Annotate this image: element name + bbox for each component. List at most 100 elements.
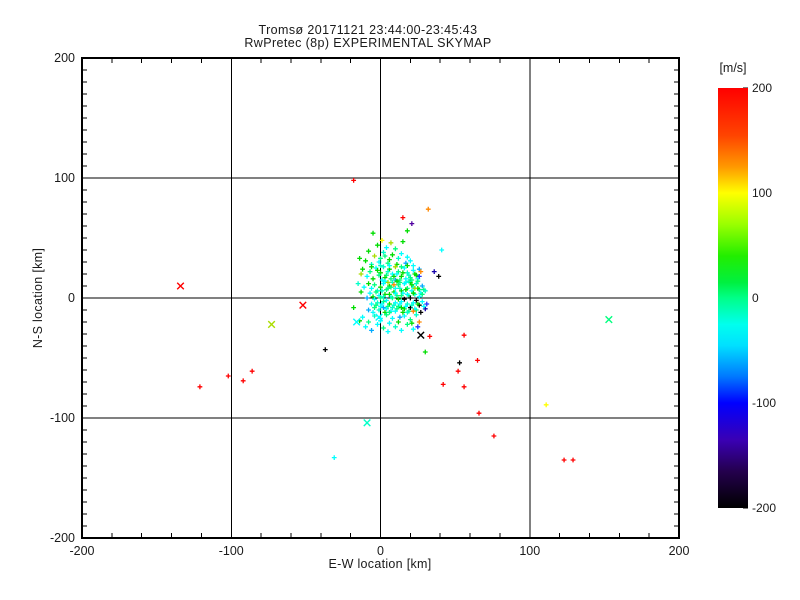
data-point-plus (393, 324, 398, 330)
data-point-plus (376, 272, 382, 278)
x-tick-label: 100 (519, 544, 540, 558)
data-point-plus (382, 278, 388, 284)
data-point-plus (331, 455, 337, 460)
data-point-plus (410, 326, 416, 332)
data-point-plus (397, 280, 403, 285)
data-point-plus (391, 274, 397, 279)
data-point-plus (394, 271, 400, 277)
data-point-plus (410, 308, 416, 314)
colorbar-tick-label: 0 (752, 291, 759, 305)
data-point-plus (398, 328, 404, 333)
data-point-plus (393, 308, 398, 314)
data-point-plus (351, 178, 357, 183)
data-point-plus (370, 276, 376, 282)
data-point-plus (475, 358, 480, 363)
data-point-plus (424, 301, 430, 307)
data-point-plus (419, 292, 425, 297)
data-point-plus (366, 307, 371, 313)
data-point-plus (373, 302, 379, 308)
data-point-plus (401, 313, 407, 319)
data-point-plus (381, 305, 386, 310)
data-point-plus (376, 307, 382, 313)
data-point-plus (378, 263, 383, 268)
data-point-plus (407, 317, 413, 322)
data-point-plus (369, 301, 374, 307)
y-tick-label: 100 (54, 171, 75, 185)
data-point-plus (393, 286, 398, 291)
data-point-plus (407, 258, 413, 264)
data-point-plus (387, 292, 392, 297)
data-point-plus (379, 277, 385, 283)
data-point-plus (378, 295, 383, 301)
data-point-plus (391, 302, 397, 308)
data-point-plus (431, 269, 437, 274)
data-point-plus (197, 384, 203, 390)
data-point-plus (355, 281, 361, 286)
data-point-plus (407, 295, 413, 301)
data-point-plus (410, 263, 416, 268)
data-point-cross (363, 419, 371, 427)
data-point-plus (415, 278, 421, 284)
data-point-plus (398, 293, 404, 298)
y-tick-label: -100 (50, 411, 75, 425)
data-point-plus (384, 312, 389, 318)
data-point-plus (410, 290, 416, 296)
colorbar-tick-label: -200 (752, 501, 777, 515)
data-point-plus (400, 215, 406, 220)
data-point-plus (440, 382, 446, 387)
data-point-plus (543, 402, 549, 408)
data-point-plus (387, 310, 392, 315)
data-point-plus (491, 433, 497, 439)
data-point-plus (422, 288, 428, 294)
data-point-plus (409, 320, 415, 326)
data-point-plus (416, 294, 422, 300)
data-point-plus (360, 314, 365, 320)
data-point-plus (381, 294, 386, 300)
colorbar-unit-label: [m/s] (719, 61, 747, 75)
data-point-plus (403, 304, 409, 309)
data-point-plus (416, 274, 422, 279)
data-point-plus (561, 457, 567, 463)
colorbar-tick-label: -100 (752, 396, 777, 410)
data-point-plus (351, 305, 357, 310)
data-point-plus (366, 281, 371, 286)
data-point-plus (390, 316, 395, 321)
data-point-plus (413, 298, 419, 303)
data-point-plus (404, 254, 410, 260)
data-point-plus (404, 292, 410, 297)
chart-title: Tromsø 20171121 23:44:00-23:45:43 (258, 23, 478, 37)
data-point-plus (372, 296, 377, 302)
x-axis-label: E-W location [km] (328, 557, 432, 571)
data-point-cross (176, 282, 185, 290)
data-point-plus (378, 256, 383, 261)
y-tick-label: 200 (54, 51, 75, 65)
data-point-cross (375, 313, 383, 321)
data-point-plus (385, 280, 391, 285)
data-point-plus (372, 282, 377, 288)
data-point-plus (396, 319, 401, 325)
data-point-plus (401, 265, 407, 271)
data-point-plus (439, 247, 445, 253)
data-point-plus (372, 313, 377, 319)
data-point-plus (388, 284, 394, 290)
data-point-plus (412, 271, 418, 277)
data-point-plus (457, 360, 463, 366)
colorbar-tick-label: 200 (752, 81, 773, 95)
data-point-plus (378, 284, 383, 290)
data-point-plus (476, 410, 482, 416)
data-point-plus (366, 248, 371, 254)
data-point-plus (366, 319, 371, 325)
data-point-plus (385, 304, 391, 309)
data-point-cross (417, 331, 425, 339)
y-axis-label: N-S location [km] (31, 247, 45, 349)
data-point-plus (391, 282, 397, 288)
data-point-plus (390, 295, 395, 301)
data-point-plus (404, 310, 410, 315)
data-point-plus (363, 324, 368, 330)
data-point-plus (367, 269, 373, 274)
x-tick-label: 200 (669, 544, 690, 558)
data-point-plus (376, 259, 382, 265)
data-point-plus (357, 256, 363, 261)
data-point-plus (422, 349, 428, 355)
data-point-plus (372, 253, 377, 259)
